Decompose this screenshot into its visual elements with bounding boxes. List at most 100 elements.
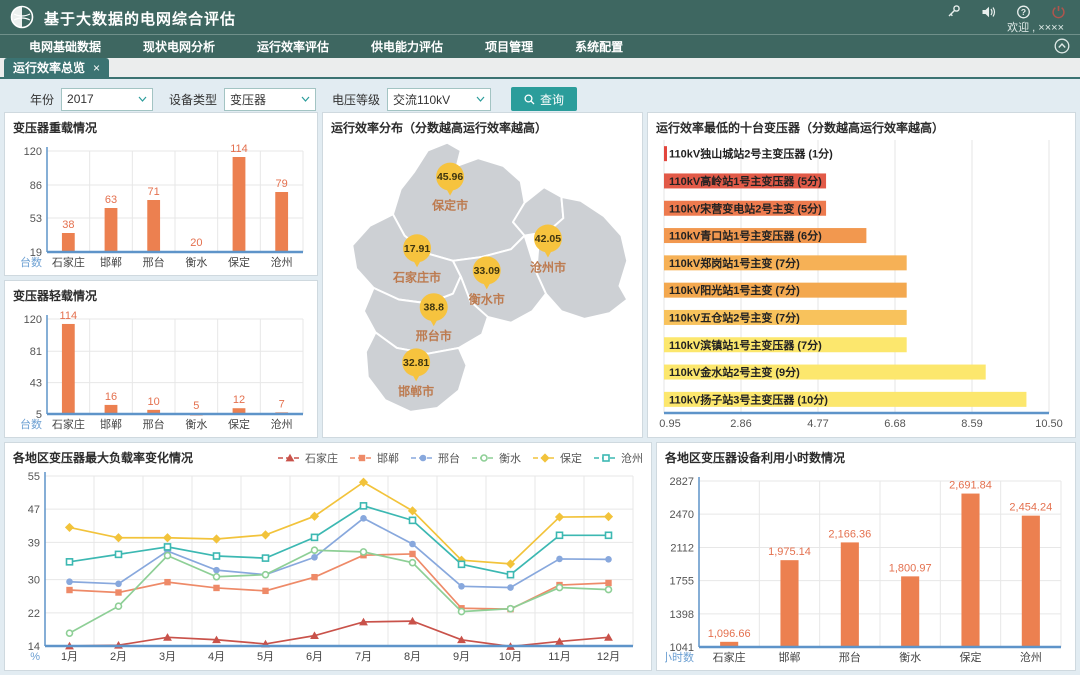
svg-text:沧州市: 沧州市 — [530, 259, 566, 274]
svg-text:5: 5 — [193, 400, 199, 412]
svg-text:邯郸: 邯郸 — [100, 417, 122, 431]
svg-text:1,096.66: 1,096.66 — [708, 628, 751, 640]
svg-text:2,691.84: 2,691.84 — [949, 480, 992, 492]
svg-text:53: 53 — [30, 213, 42, 225]
device-type-label: 设备类型 — [169, 92, 218, 107]
panel-max-load-rate: 各地区变压器最大负载率变化情况 石家庄 邯郸 邢台 衡水 保定 沧州 14 22 30 39 47… — [4, 442, 652, 671]
power-icon[interactable] — [1051, 5, 1066, 19]
svg-text:邢台: 邢台 — [839, 650, 861, 664]
svg-text:保定: 保定 — [228, 255, 250, 269]
svg-text:11月: 11月 — [548, 651, 570, 663]
svg-text:8.59: 8.59 — [961, 418, 982, 430]
panel-title-efficiency-map: 运行效率分布（分数越高运行效率越高） — [331, 121, 548, 135]
legend-item[interactable]: 石家庄 — [278, 450, 338, 466]
legend-item[interactable]: 沧州 — [594, 450, 643, 466]
nav-item-operation-efficiency[interactable]: 运行效率评估 — [257, 40, 330, 54]
legend-item[interactable]: 保定 — [533, 450, 582, 466]
svg-text:石家庄市: 石家庄市 — [392, 269, 441, 284]
svg-text:2112: 2112 — [670, 542, 694, 554]
nav-item-system-config[interactable]: 系统配置 — [575, 40, 624, 54]
svg-text:2,454.24: 2,454.24 — [1009, 502, 1052, 514]
svg-text:86: 86 — [30, 180, 42, 192]
svg-text:38: 38 — [62, 219, 74, 231]
help-icon[interactable]: ? — [1016, 5, 1031, 19]
legend-item[interactable]: 邯郸 — [350, 450, 399, 466]
chart-max-load-rate: 14 22 30 39 47 55 1月 2月 3月 4月 5月 6月 7月 8月 9月 10月 11月 12月% — [13, 466, 643, 666]
search-button[interactable]: 查询 — [511, 87, 578, 111]
svg-text:2470: 2470 — [670, 509, 694, 521]
svg-text:2月: 2月 — [110, 651, 127, 663]
chart-worst-ten: 0.95 2.86 4.77 6.68 8.59 10.50 110kV独山城站2号主变压器… — [656, 136, 1067, 433]
svg-text:衡水: 衡水 — [899, 651, 921, 664]
nav-item-current-grid-analysis[interactable]: 现状电网分析 — [143, 40, 216, 54]
nav-item-supply-capacity[interactable]: 供电能力评估 — [371, 40, 444, 54]
tab-close-icon[interactable]: × — [93, 60, 101, 75]
app-header: 基于大数据的电网综合评估 ? 欢迎 , ×××× — [0, 0, 1080, 34]
svg-text:32.81: 32.81 — [403, 357, 429, 369]
svg-text:保定: 保定 — [960, 650, 982, 664]
svg-text:沧州: 沧州 — [1020, 650, 1042, 664]
chevron-down-icon — [138, 96, 147, 102]
svg-text:16: 16 — [105, 391, 117, 403]
svg-text:114: 114 — [230, 143, 248, 155]
svg-text:7: 7 — [279, 398, 285, 410]
svg-text:2,166.36: 2,166.36 — [828, 528, 871, 540]
svg-text:石家庄: 石家庄 — [52, 417, 85, 431]
svg-text:10月: 10月 — [499, 651, 522, 663]
svg-text:6月: 6月 — [306, 651, 323, 663]
svg-text:19: 19 — [30, 247, 42, 259]
svg-text:沧州: 沧州 — [271, 255, 293, 269]
nav-item-grid-base-data[interactable]: 电网基础数据 — [29, 40, 102, 54]
main-nav: 电网基础数据 现状电网分析 运行效率评估 供电能力评估 项目管理 系统配置 — [0, 34, 1080, 58]
key-icon[interactable] — [946, 5, 961, 19]
search-button-label: 查询 — [540, 92, 565, 107]
svg-text:12: 12 — [233, 394, 245, 406]
svg-text:6.68: 6.68 — [884, 418, 905, 430]
chart-efficiency-map: 45.96 保定市 42.05 沧州市 17.91 石家庄市 33.09 衡水市 38.8 邢台市… — [331, 136, 634, 433]
panel-heavy-load: 变压器重载情况 19 53 86 120 38 石家庄 63 邯郸 71 邢台 20 衡水 114 保定 7… — [4, 112, 318, 276]
tab-label: 运行效率总览 — [13, 61, 86, 75]
svg-text:4月: 4月 — [208, 651, 225, 663]
tab-strip: 运行效率总览 × — [0, 58, 1080, 79]
legend-label: 保定 — [560, 452, 582, 465]
svg-text:8月: 8月 — [404, 651, 421, 663]
svg-text:1041: 1041 — [670, 642, 694, 654]
voltage-level-select-value: 交流110kV — [393, 92, 451, 107]
svg-text:5: 5 — [36, 409, 42, 421]
svg-text:?: ? — [1021, 7, 1026, 17]
legend-item[interactable]: 邢台 — [411, 450, 460, 466]
svg-text:55: 55 — [28, 471, 40, 483]
panel-efficiency-map: 运行效率分布（分数越高运行效率越高） 45.96 保定市 42.05 沧州市 17.91… — [322, 112, 643, 438]
svg-text:81: 81 — [30, 346, 42, 358]
svg-text:20: 20 — [190, 237, 202, 249]
panel-title-max-load-rate: 各地区变压器最大负载率变化情况 — [13, 451, 194, 465]
svg-text:1755: 1755 — [670, 576, 694, 588]
nav-item-project-management[interactable]: 项目管理 — [485, 40, 534, 54]
chart-light-load: 5 43 81 120 114 石家庄 16 邯郸 10 邢台 5 衡水 12 保定 7 沧州 台数 — [13, 304, 309, 433]
panel-title-usage-hours: 各地区变压器设备利用小时数情况 — [665, 451, 846, 465]
svg-text:42.05: 42.05 — [535, 233, 561, 245]
year-select[interactable]: 2017 — [61, 87, 154, 111]
legend-label: 衡水 — [499, 452, 521, 465]
panel-worst-ten: 运行效率最低的十台变压器（分数越高运行效率越高） 0.95 2.86 4.77 6.6… — [647, 112, 1076, 438]
svg-text:2.86: 2.86 — [730, 418, 751, 430]
panel-title-worst-ten: 运行效率最低的十台变压器（分数越高运行效率越高） — [656, 121, 945, 135]
svg-text:10.50: 10.50 — [1035, 418, 1063, 430]
volume-icon[interactable] — [981, 5, 996, 19]
collapse-up-icon[interactable] — [1054, 38, 1070, 54]
device-type-select[interactable]: 变压器 — [224, 87, 317, 111]
legend-item[interactable]: 衡水 — [472, 450, 521, 466]
svg-text:71: 71 — [148, 186, 160, 198]
svg-text:43: 43 — [30, 378, 42, 390]
svg-text:12月: 12月 — [597, 651, 620, 663]
svg-text:22: 22 — [28, 608, 40, 620]
svg-text:7月: 7月 — [355, 651, 372, 663]
app-logo — [10, 5, 34, 29]
voltage-level-select[interactable]: 交流110kV — [387, 87, 492, 111]
tab-operation-efficiency-overview[interactable]: 运行效率总览 × — [4, 58, 110, 77]
svg-text:1月: 1月 — [61, 651, 78, 663]
chart-heavy-load: 19 53 86 120 38 石家庄 63 邯郸 71 邢台 20 衡水 114 保定 79 沧州 台数 — [13, 136, 309, 271]
svg-text:17.91: 17.91 — [404, 243, 430, 255]
svg-text:1,975.14: 1,975.14 — [768, 546, 811, 558]
svg-text:邯郸市: 邯郸市 — [398, 383, 434, 398]
